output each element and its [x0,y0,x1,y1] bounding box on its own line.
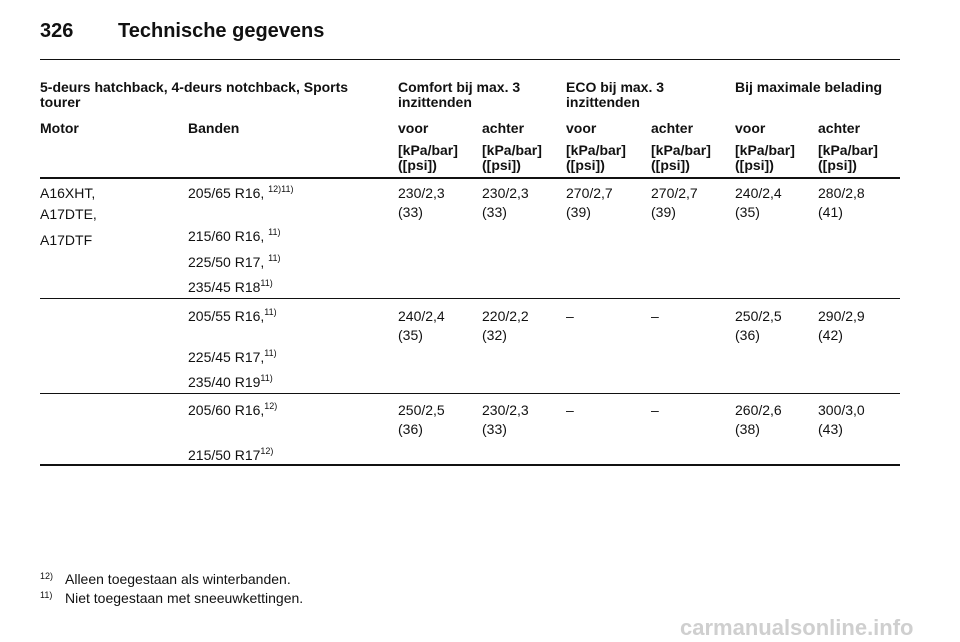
unit-label: [kPa/bar] [818,142,878,158]
group-header: Comfort bij max. 3 inzittenden [398,79,521,110]
tyre-note: 11) [264,307,277,317]
pressure: (33) [482,421,507,437]
pressure: (42) [818,327,843,343]
tyre-size: 235/40 R19 [188,374,261,390]
tyre: 225/50 R17, 11) [188,253,281,271]
header-bottom-rule [40,177,900,179]
tyre-note: 11) [268,253,281,263]
pressure: 250/2,5 [735,308,782,324]
pressure: – [651,308,659,324]
pressure: 230/2,3 [398,185,445,201]
pressure: 260/2,6 [735,402,782,418]
unit-label: [kPa/bar] [566,142,626,158]
pressure: (33) [482,204,507,220]
pressure: 270/2,7 [566,185,613,201]
motor: A17DTF [40,232,93,248]
tyre-note: 11) [268,227,281,237]
unit-label: [kPa/bar] [398,142,458,158]
pressure: (38) [735,421,760,437]
column-header: achter [651,120,694,136]
tyre: 205/55 R16,11) [188,307,277,325]
tyre-note: 12)11) [268,184,294,194]
page-number: 326 [40,20,74,42]
column-header: Banden [188,120,240,136]
unit-label: ([psi]) [818,157,857,173]
pressure: – [566,308,574,324]
tyre: 225/45 R17,11) [188,348,277,366]
tyre: 235/45 R1811) [188,278,273,296]
header-rule [40,59,900,60]
motor: A16XHT, [40,185,96,201]
unit-label: [kPa/bar] [735,142,795,158]
tyre-note: 11) [260,278,273,288]
pressure: 270/2,7 [651,185,698,201]
pressure: – [566,402,574,418]
pressure: (39) [566,204,591,220]
group-rule [40,393,900,394]
tyre-size: 235/45 R18 [188,279,261,295]
group-rule [40,298,900,299]
group-header: Bij maximale belading [735,79,883,95]
column-header: achter [482,120,525,136]
tyre-size: 225/50 R17, [188,254,269,270]
watermark: carmanualsonline.info [680,615,914,640]
tyre-size: 205/55 R16, [188,308,265,324]
pressure: (43) [818,421,843,437]
tyre: 205/65 R16, 12)11) [188,184,294,202]
group-header: ECO bij max. 3 inzittenden [566,79,665,110]
footnote-mark: 11) [40,590,53,600]
column-header: voor [398,120,429,136]
column-header: Motor [40,120,79,136]
tyre: 215/60 R16, 11) [188,227,281,245]
column-header: achter [818,120,861,136]
pressure: (36) [735,327,760,343]
pressure: 290/2,9 [818,308,865,324]
pressure: (35) [398,327,423,343]
page-title: Technische gegevens [118,20,325,42]
column-header: voor [735,120,766,136]
tyre: 215/50 R1712) [188,446,274,464]
unit-label: [kPa/bar] [651,142,711,158]
pressure: 240/2,4 [735,185,782,201]
group-header: 5-deurs hatchback, 4-deurs notchback, Sp… [40,79,349,110]
pressure: 280/2,8 [818,185,865,201]
tyre-note: 11) [264,348,277,358]
tyre: 235/40 R1911) [188,373,273,391]
pressure: (32) [482,327,507,343]
pressure: (36) [398,421,423,437]
pressure: 230/2,3 [482,185,529,201]
footnote-mark: 12) [40,571,54,581]
pressure: 240/2,4 [398,308,445,324]
table-bottom-rule [40,464,900,466]
tyre-size: 225/45 R17, [188,349,265,365]
tyre-size: 205/65 R16, [188,185,269,201]
pressure: (41) [818,204,843,220]
footnote-text: Niet toegestaan met sneeuwkettingen. [65,590,304,606]
unit-label: ([psi]) [566,157,605,173]
pressure: – [651,402,659,418]
unit-label: ([psi]) [735,157,774,173]
unit-label: ([psi]) [651,157,690,173]
unit-label: [kPa/bar] [482,142,542,158]
pressure: 230/2,3 [482,402,529,418]
tyre-size: 205/60 R16, [188,402,265,418]
unit-label: ([psi]) [482,157,521,173]
unit-label: ([psi]) [398,157,437,173]
footnote-text: Alleen toegestaan als winterbanden. [65,571,291,587]
tyre-note: 12) [264,401,278,411]
tyre-note: 11) [260,373,273,383]
tyre: 205/60 R16,12) [188,401,278,419]
pressure: 300/3,0 [818,402,865,418]
pressure: (33) [398,204,423,220]
pressure: 220/2,2 [482,308,529,324]
pressure: 250/2,5 [398,402,445,418]
pressure: (39) [651,204,676,220]
tyre-size: 215/60 R16, [188,228,269,244]
tyre-size: 215/50 R17 [188,447,261,463]
column-header: voor [566,120,597,136]
pressure: (35) [735,204,760,220]
tyre-note: 12) [260,446,274,456]
motor: A17DTE, [40,206,97,222]
